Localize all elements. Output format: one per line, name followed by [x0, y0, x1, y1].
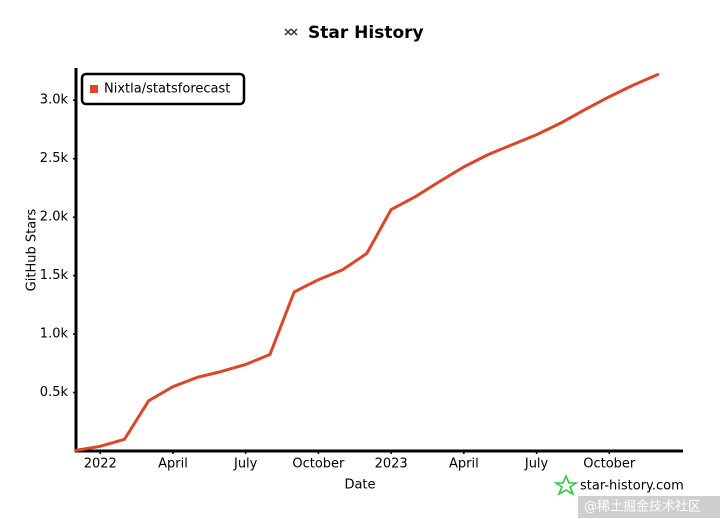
title-icon	[284, 28, 298, 36]
watermark-icon	[553, 473, 579, 496]
y-tick-label: 3.0k	[40, 93, 69, 108]
y-tick-label: 1.5k	[40, 268, 69, 283]
x-tick-label: July	[524, 457, 549, 472]
legend-label: Nixtla/statsforecast	[104, 82, 230, 97]
y-tick-label: 2.0k	[40, 210, 69, 225]
legend-swatch	[90, 85, 98, 93]
chart-title: Star History	[308, 23, 424, 43]
x-tick-label: October	[583, 457, 636, 472]
credit: @稀土掘金技术社区	[584, 499, 701, 515]
x-tick-label: 2022	[84, 457, 117, 472]
credit-bg	[578, 496, 720, 518]
x-tick-label: July	[233, 457, 258, 472]
x-tick-label: April	[449, 457, 479, 472]
x-tick-label: 2023	[375, 457, 408, 472]
y-tick-label: 2.5k	[40, 151, 69, 166]
x-axis-label: Date	[344, 478, 375, 493]
series-line	[74, 73, 660, 452]
legend-box	[80, 72, 246, 106]
x-tick-label: April	[158, 457, 188, 472]
y-tick-label: 1.0k	[40, 327, 69, 342]
y-axis-label: GitHub Stars	[25, 208, 40, 291]
watermark: star-history.com	[580, 479, 684, 494]
x-tick-label: October	[292, 457, 345, 472]
y-tick-label: 0.5k	[40, 385, 69, 400]
